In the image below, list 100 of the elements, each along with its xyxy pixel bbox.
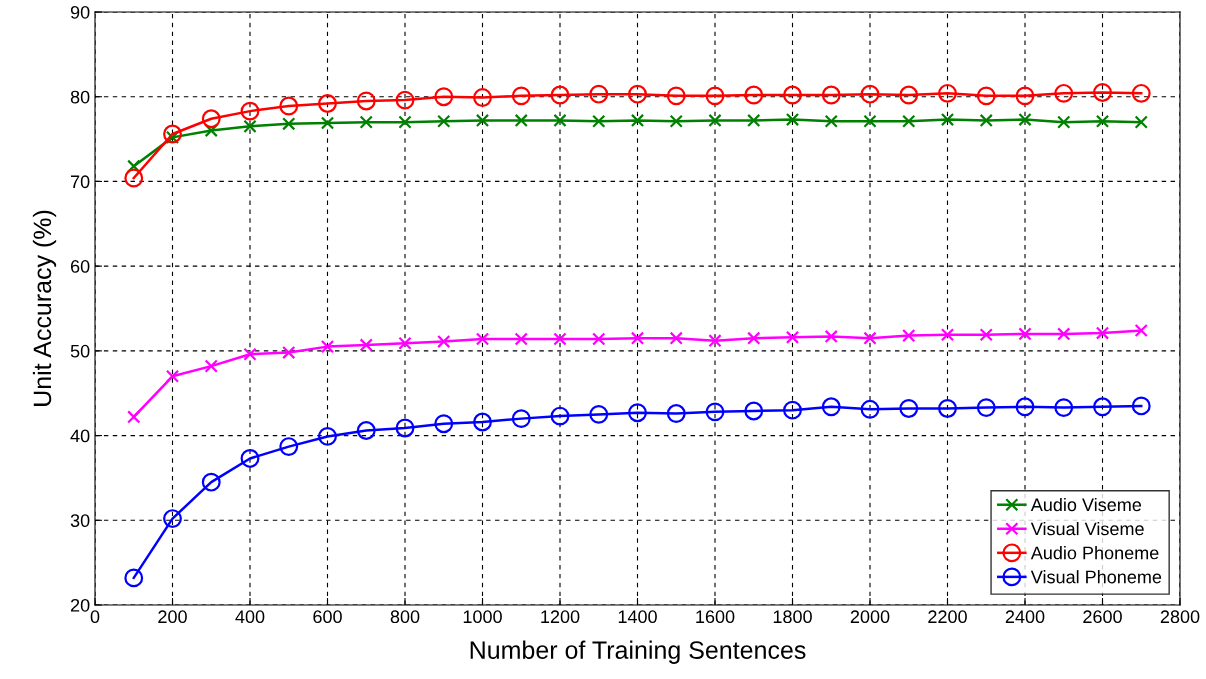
point	[940, 112, 955, 127]
point	[976, 86, 996, 106]
point	[708, 334, 722, 348]
point	[124, 568, 144, 588]
x-tick-label: 200	[158, 610, 187, 624]
point	[630, 331, 645, 345]
point	[708, 113, 722, 128]
legend-label: Visual Phoneme	[1030, 570, 1162, 584]
point	[744, 401, 764, 421]
point	[514, 332, 528, 346]
point	[320, 116, 335, 130]
point	[1054, 83, 1074, 103]
point	[204, 359, 218, 373]
point	[1054, 398, 1074, 418]
point	[359, 338, 373, 352]
x-tick-label: 400	[235, 610, 265, 624]
x-axis-title: Number of Training Sentences	[470, 640, 806, 664]
point	[666, 86, 686, 106]
point	[437, 114, 451, 128]
point	[204, 123, 218, 138]
point	[592, 332, 606, 346]
point	[434, 414, 454, 434]
x-tick-label: 2400	[1005, 610, 1045, 624]
point	[437, 334, 451, 349]
point	[589, 404, 609, 424]
point	[783, 85, 802, 105]
point	[705, 402, 725, 422]
point	[1093, 397, 1112, 417]
y-tick-label: 40	[70, 429, 90, 443]
point	[821, 85, 841, 105]
point	[1095, 114, 1110, 128]
point	[744, 85, 764, 105]
point	[127, 410, 141, 424]
point	[938, 399, 957, 418]
y-tick-label: 90	[70, 5, 90, 19]
point	[860, 84, 880, 104]
legend-label: Audio Phoneme	[1030, 546, 1159, 560]
point	[318, 426, 337, 446]
point	[821, 397, 841, 417]
point	[201, 109, 221, 129]
point	[747, 113, 761, 128]
point	[902, 328, 916, 343]
y-tick-label: 80	[70, 90, 90, 104]
point	[1095, 326, 1110, 340]
x-tick-label: 1400	[618, 610, 657, 624]
point	[127, 159, 141, 173]
x-tick-label: 0	[90, 610, 100, 624]
y-tick-label: 30	[70, 514, 90, 528]
point	[1134, 323, 1148, 338]
y-tick-label: 70	[70, 175, 90, 189]
point	[243, 347, 257, 361]
point	[359, 115, 373, 129]
point	[1015, 86, 1035, 106]
legend-label: Visual Viseme	[1030, 522, 1144, 536]
point	[1131, 396, 1151, 416]
point	[395, 90, 415, 110]
point	[240, 449, 260, 468]
point	[630, 113, 645, 128]
point	[979, 328, 993, 342]
point	[282, 345, 296, 360]
point	[124, 168, 144, 188]
point	[863, 331, 877, 345]
point	[747, 331, 761, 345]
point	[163, 509, 182, 529]
y-axis-title: Unit Accuracy (%)	[32, 210, 57, 406]
point	[976, 398, 996, 418]
x-tick-label: 2200	[928, 610, 967, 624]
point	[201, 472, 221, 492]
point	[589, 84, 609, 104]
point	[1018, 327, 1032, 341]
point	[163, 124, 182, 144]
point	[899, 85, 919, 105]
point	[1015, 397, 1035, 417]
point	[860, 399, 880, 419]
point	[553, 113, 567, 128]
x-tick-label: 2000	[850, 610, 890, 624]
point	[475, 113, 490, 128]
x-tick-label: 2800	[1160, 610, 1200, 624]
point	[550, 85, 570, 105]
legend-label: Audio Viseme	[1030, 497, 1142, 512]
point	[511, 409, 531, 429]
point	[902, 114, 916, 128]
point	[279, 437, 299, 457]
point	[666, 404, 686, 423]
point	[165, 369, 180, 383]
x-tick-label: 1800	[773, 610, 812, 624]
point	[979, 113, 993, 128]
x-tick-label: 1200	[541, 610, 580, 624]
x-tick-label: 2600	[1083, 610, 1122, 624]
point	[1057, 115, 1071, 129]
y-tick-label: 50	[70, 344, 90, 358]
point	[279, 96, 299, 116]
point	[398, 336, 412, 350]
point	[783, 400, 802, 420]
x-tick-label: 1600	[696, 610, 735, 624]
y-tick-label: 60	[70, 260, 90, 273]
point	[940, 328, 955, 342]
point	[473, 412, 492, 432]
point	[356, 91, 376, 111]
x-tick-label: 800	[390, 610, 420, 624]
